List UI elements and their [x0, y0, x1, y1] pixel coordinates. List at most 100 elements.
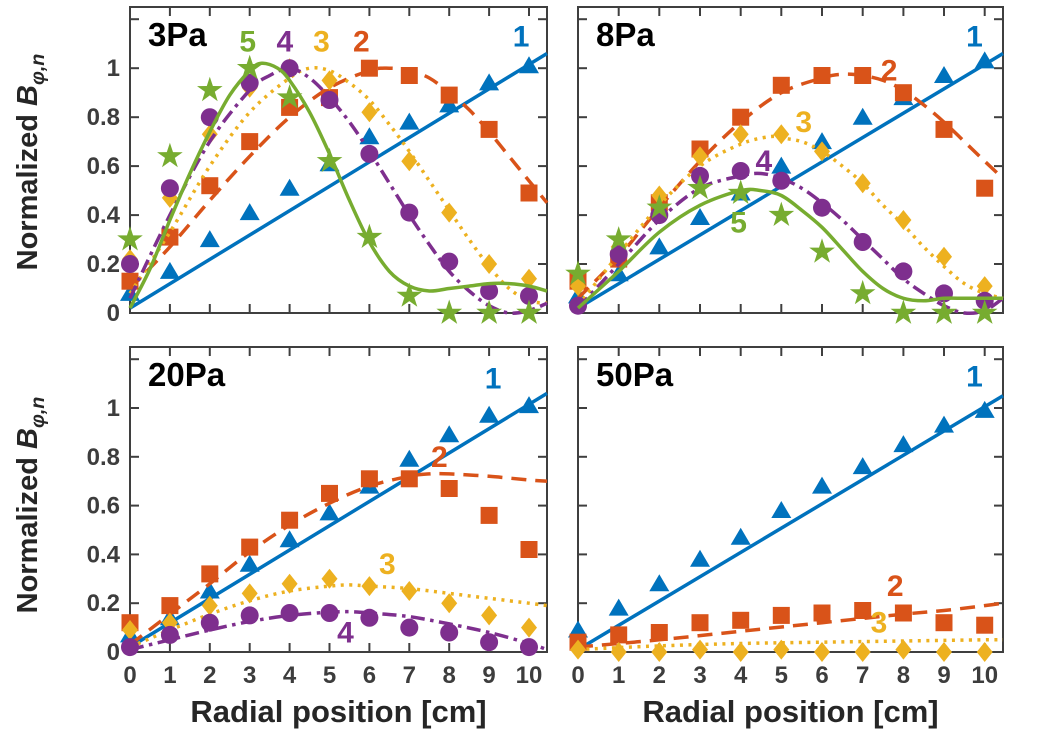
- y-tick-label: 0: [107, 300, 120, 327]
- series-2: 2: [121, 25, 549, 290]
- series-2-square-marker: [360, 59, 378, 77]
- series-3-diamond-marker: [854, 173, 871, 194]
- series-3-diamond-marker: [692, 639, 708, 660]
- x-axis-label-right: Radial position [cm]: [642, 694, 939, 729]
- series-4-circle-marker: [160, 625, 179, 644]
- series-1-triangle-marker: [893, 435, 914, 453]
- series-5-star-marker: [316, 147, 343, 173]
- x-tick-label: 10: [516, 662, 543, 689]
- series-3-diamond-marker: [732, 642, 749, 662]
- series-2-dashed-line: [576, 72, 1005, 300]
- series-4-circle-marker: [360, 608, 379, 627]
- x-tick-label: 9: [937, 662, 950, 689]
- x-tick-label: 4: [734, 662, 748, 689]
- series-4-label: 4: [756, 145, 773, 178]
- series-3-diamond-marker: [814, 642, 830, 662]
- series-1-triangle-marker: [934, 415, 954, 433]
- panel-8pa: 1 2 345: [565, 6, 1005, 324]
- series-3-diamond-marker: [773, 124, 790, 145]
- series-3-label: 3: [795, 106, 812, 139]
- series-4-dashdot-line: [129, 609, 548, 652]
- x-tick-label: 4: [283, 662, 297, 689]
- series-2-square-marker: [854, 67, 872, 84]
- axes-box: [577, 6, 1004, 314]
- series-2-square-marker: [732, 611, 750, 629]
- series-1-solid-line: [129, 52, 548, 310]
- series-2-square-marker: [813, 604, 831, 622]
- series-3-diamond-marker: [241, 583, 258, 604]
- series-2-square-marker: [976, 179, 994, 197]
- x-tick-label: 6: [363, 662, 376, 689]
- series-3-diamond-marker: [201, 595, 218, 616]
- y-tick-label: 0.6: [87, 493, 120, 520]
- series-5-star-marker: [436, 299, 463, 324]
- series-3-diamond-marker: [361, 102, 378, 123]
- series-5-star-marker: [157, 142, 183, 168]
- series-4-circle-marker: [480, 633, 499, 652]
- x-tick-label: 7: [403, 662, 416, 689]
- series-2-square-marker: [440, 86, 458, 104]
- series-2: 2: [121, 441, 548, 647]
- series-1-triangle-marker: [690, 549, 710, 567]
- x-tick-label: 8: [897, 662, 910, 689]
- x-tick-label: 2: [653, 662, 666, 689]
- y-axis-label-text: Normalized: [12, 448, 44, 614]
- series-3-dotted-line: [576, 134, 1004, 307]
- series-2-square-marker: [400, 67, 418, 84]
- series-5-star-marker: [971, 299, 998, 324]
- series-5-star-marker: [356, 223, 383, 248]
- x-axis-label-left: Radial position [cm]: [190, 694, 487, 729]
- series-3-diamond-marker: [481, 605, 498, 626]
- series-3-diamond-marker: [936, 246, 952, 267]
- series-2-label: 2: [887, 570, 904, 603]
- series-3-diamond-marker: [441, 593, 458, 614]
- series-1-triangle-marker: [812, 132, 832, 150]
- series-1-triangle-marker: [730, 527, 751, 545]
- y-tick-label: 0.4: [87, 541, 121, 568]
- series-2-square-marker: [201, 177, 219, 195]
- series-4-label: 4: [276, 25, 293, 58]
- x-tick-label: 2: [203, 662, 216, 689]
- series-4-circle-marker: [280, 604, 299, 622]
- series-5-star-marker: [117, 226, 143, 251]
- series-5-star-marker: [276, 84, 303, 109]
- series-1-triangle-marker: [159, 261, 180, 279]
- series-2-square-marker: [894, 604, 912, 622]
- series-3-diamond-marker: [773, 639, 790, 660]
- series-5-label: 5: [239, 25, 256, 58]
- series-2-label: 2: [353, 25, 370, 58]
- series-1-triangle-marker: [771, 156, 792, 174]
- y-tick-label: 0.2: [87, 251, 120, 278]
- series-2-square-marker: [976, 616, 994, 634]
- series-4-circle-marker: [400, 618, 419, 637]
- series-2-square-marker: [520, 184, 538, 202]
- series-3-label: 3: [313, 25, 330, 58]
- series-5-star-marker: [565, 260, 591, 285]
- series-5-star-marker: [768, 201, 795, 226]
- x-tick-label: 5: [775, 662, 788, 689]
- series-4-circle-marker: [400, 203, 419, 222]
- x-tick-label: 8: [443, 662, 456, 689]
- series-5: 5: [117, 25, 548, 324]
- series-2-square-marker: [935, 614, 953, 632]
- series-2: 2: [569, 570, 1004, 651]
- x-tick-label: 10: [971, 662, 998, 689]
- series-4-circle-marker: [894, 262, 913, 281]
- series-2-square-marker: [813, 67, 831, 84]
- series-5-star-marker: [476, 299, 502, 324]
- series-5-star-marker: [849, 279, 876, 305]
- series-3-diamond-marker: [732, 124, 749, 145]
- series-2-square-marker: [894, 84, 912, 102]
- series-2-square-marker: [241, 538, 259, 556]
- x-tick-label: 5: [323, 662, 336, 689]
- series-4-circle-marker: [440, 623, 459, 642]
- series-5-star-marker: [396, 282, 423, 307]
- series-5-star-marker: [605, 226, 632, 251]
- series-3-diamond-marker: [610, 642, 627, 662]
- series-4-circle-marker: [320, 91, 339, 109]
- series-1-triangle-marker: [239, 554, 260, 572]
- series-4-circle-marker: [200, 613, 219, 632]
- series-5: 5: [565, 174, 1003, 324]
- series-1-triangle-marker: [479, 73, 500, 91]
